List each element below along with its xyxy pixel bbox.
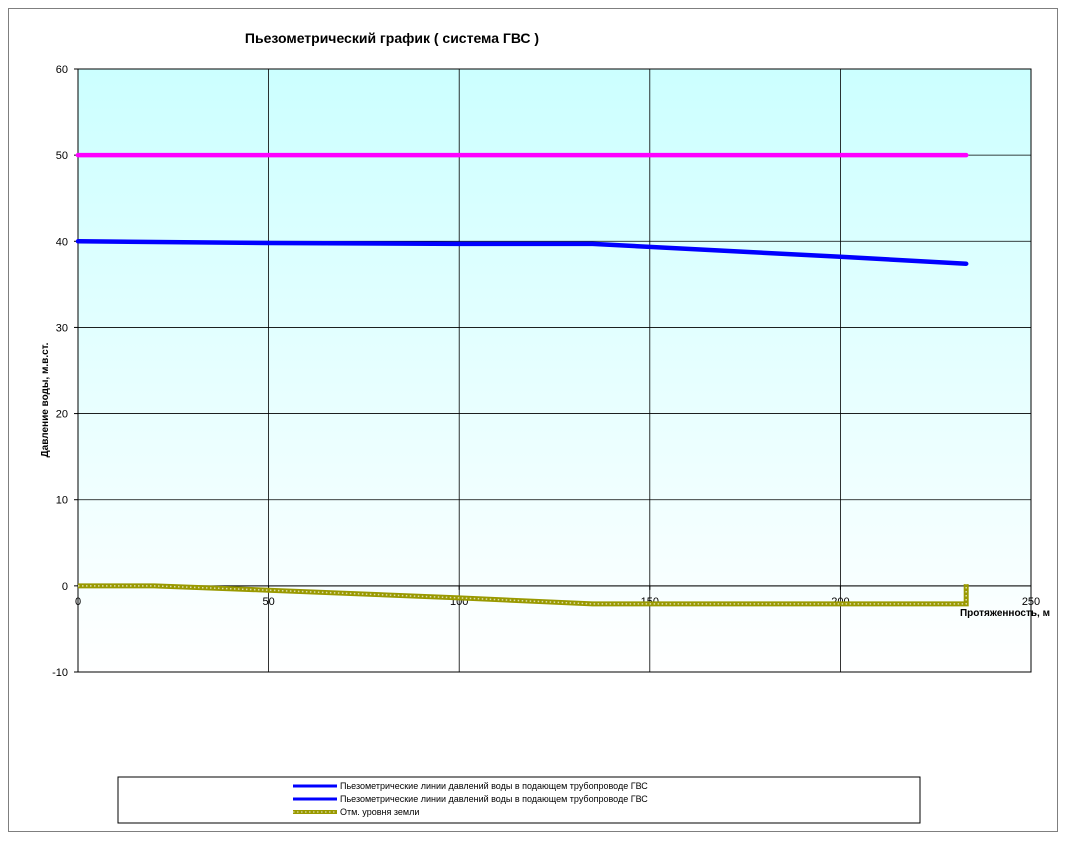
y-tick-label: 30 (56, 322, 68, 334)
chart-title: Пьезометрический график ( система ГВС ) (245, 30, 539, 46)
x-axis-label: Протяженность, м (960, 608, 1050, 619)
y-tick-label: 0 (62, 581, 68, 593)
series-layer (75, 152, 969, 607)
x-tick-label: 0 (75, 596, 81, 608)
y-tick-label: 60 (56, 64, 68, 76)
y-tick-label: 50 (56, 150, 68, 162)
y-tick-label: 20 (56, 409, 68, 421)
y-tick-label: 10 (56, 495, 68, 507)
series-ground-line (78, 583, 969, 607)
series-line-1 (75, 239, 969, 266)
legend: Пьезометрические линии давлений воды в п… (293, 781, 648, 817)
legend-label: Пьезометрические линии давлений воды в п… (340, 781, 648, 791)
y-tick-label: 40 (56, 236, 68, 248)
legend-label: Отм. уровня земли (340, 807, 419, 817)
legend-label: Пьезометрические линии давлений воды в п… (340, 794, 648, 804)
plot-area (77, 68, 1032, 673)
y-axis-label: Давление воды, м.в.ст. (40, 342, 51, 457)
x-tick-label: 250 (1022, 596, 1040, 608)
legend-box (117, 776, 921, 824)
y-tick-label: -10 (52, 667, 68, 679)
x-tick-label: 50 (262, 596, 274, 608)
